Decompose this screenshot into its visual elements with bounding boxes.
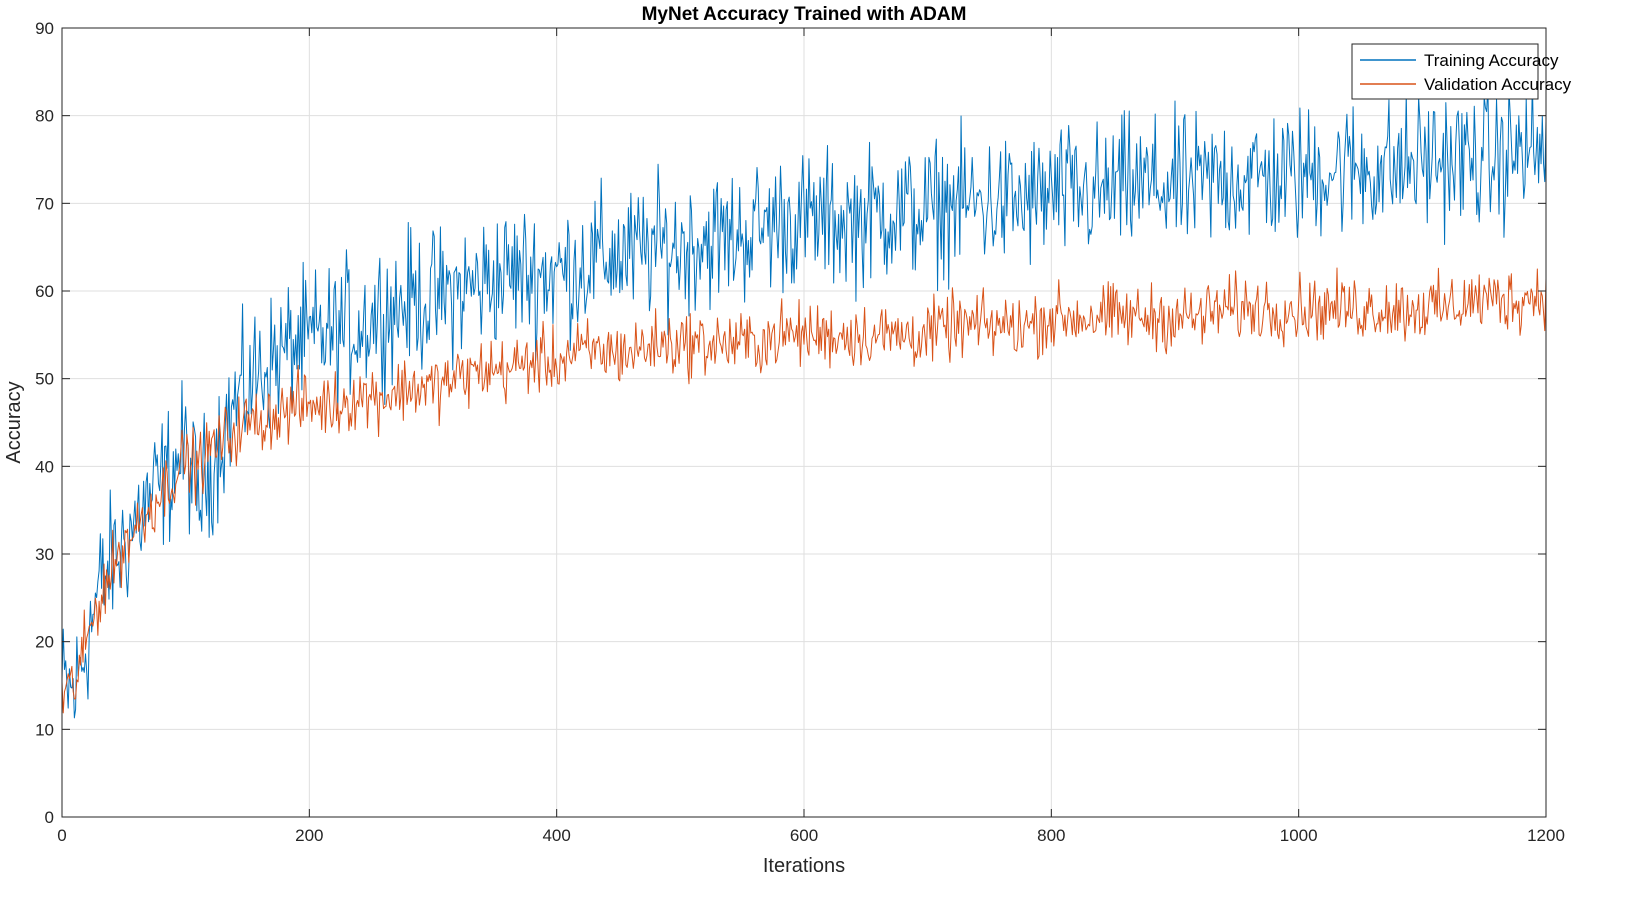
y-axis-ticks: 0 10 20 30 40 50 60 70 80 90: [35, 19, 1546, 827]
y-tick-label: 0: [45, 808, 54, 827]
y-tick-label: 80: [35, 107, 54, 126]
chart-title: MyNet Accuracy Trained with ADAM: [642, 4, 967, 25]
x-tick-label: 1200: [1527, 826, 1565, 845]
x-tick-label: 600: [790, 826, 818, 845]
y-tick-label: 70: [35, 194, 54, 213]
x-tick-label: 800: [1037, 826, 1065, 845]
validation-accuracy-line: [61, 267, 1547, 714]
x-tick-label: 1000: [1280, 826, 1318, 845]
legend-box: [1351, 43, 1539, 100]
legend: Training Accuracy Validation Accuracy: [1351, 43, 1572, 100]
training-accuracy-line: [61, 81, 1547, 719]
y-axis-label: Accuracy: [3, 381, 25, 463]
y-tick-label: 50: [35, 370, 54, 389]
legend-label-training: Training Accuracy: [1424, 51, 1559, 70]
x-tick-label: 400: [542, 826, 570, 845]
legend-label-validation: Validation Accuracy: [1424, 75, 1572, 94]
x-axis-ticks: 0 200 400 600 800 1000 1200: [57, 28, 1565, 845]
x-axis-label: Iterations: [763, 855, 845, 877]
y-tick-label: 10: [35, 720, 54, 739]
y-tick-label: 60: [35, 282, 54, 301]
y-tick-label: 30: [35, 545, 54, 564]
y-tick-label: 90: [35, 19, 54, 38]
x-tick-label: 200: [295, 826, 323, 845]
grid-lines: [62, 28, 1546, 817]
y-tick-label: 20: [35, 633, 54, 652]
series-lines: [61, 81, 1547, 719]
x-tick-label: 0: [57, 826, 66, 845]
y-tick-label: 40: [35, 457, 54, 476]
